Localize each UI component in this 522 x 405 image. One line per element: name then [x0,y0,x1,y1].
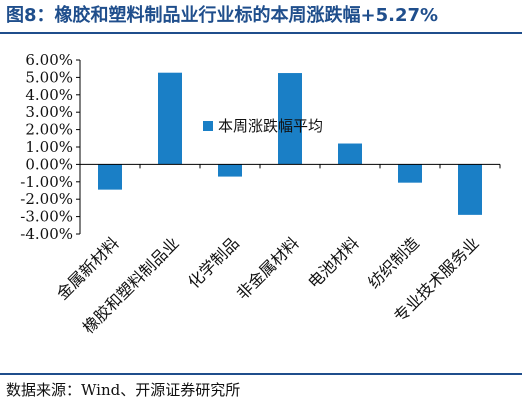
bar [158,72,182,165]
y-tick-label: -3.00% [20,208,73,226]
x-tick-label: 非金属材料 [233,233,303,303]
y-tick-label: 4.00% [25,86,73,104]
bar [98,164,122,190]
x-tick-label: 纺织制造 [364,233,423,292]
y-tick-label: 5.00% [25,68,73,86]
y-tick-label: -2.00% [20,190,73,208]
bar [278,73,302,165]
y-axis: 6.00%5.00%4.00%3.00%2.00%1.00%0.00%-1.00… [20,51,81,243]
bars [98,72,482,215]
source-note: 数据来源：Wind、开源证券研究所 [6,381,241,399]
source-rule [0,373,522,375]
title-rule [0,32,522,34]
y-tick-label: 1.00% [25,138,73,156]
y-tick-label: -4.00% [20,225,73,243]
x-tick-label: 电池材料 [304,233,363,292]
legend-swatch [203,121,213,131]
figure-title: 图8：橡胶和塑料制品业行业标的本周涨跌幅+5.27% [6,5,439,26]
bar [218,164,242,177]
bar [458,164,482,215]
legend: 本周涨跌幅平均 [203,117,323,135]
y-tick-label: 2.00% [25,121,73,139]
bar-chart: 6.00%5.00%4.00%3.00%2.00%1.00%0.00%-1.00… [20,51,501,337]
legend-label: 本周涨跌幅平均 [218,117,323,135]
x-tick-label: 化学制品 [184,233,243,292]
y-tick-label: 0.00% [25,155,73,173]
bar [398,164,422,183]
y-tick-label: -1.00% [20,173,73,191]
y-tick-label: 3.00% [25,103,73,121]
bar [338,143,362,165]
y-tick-label: 6.00% [25,51,73,69]
x-axis [79,163,501,169]
